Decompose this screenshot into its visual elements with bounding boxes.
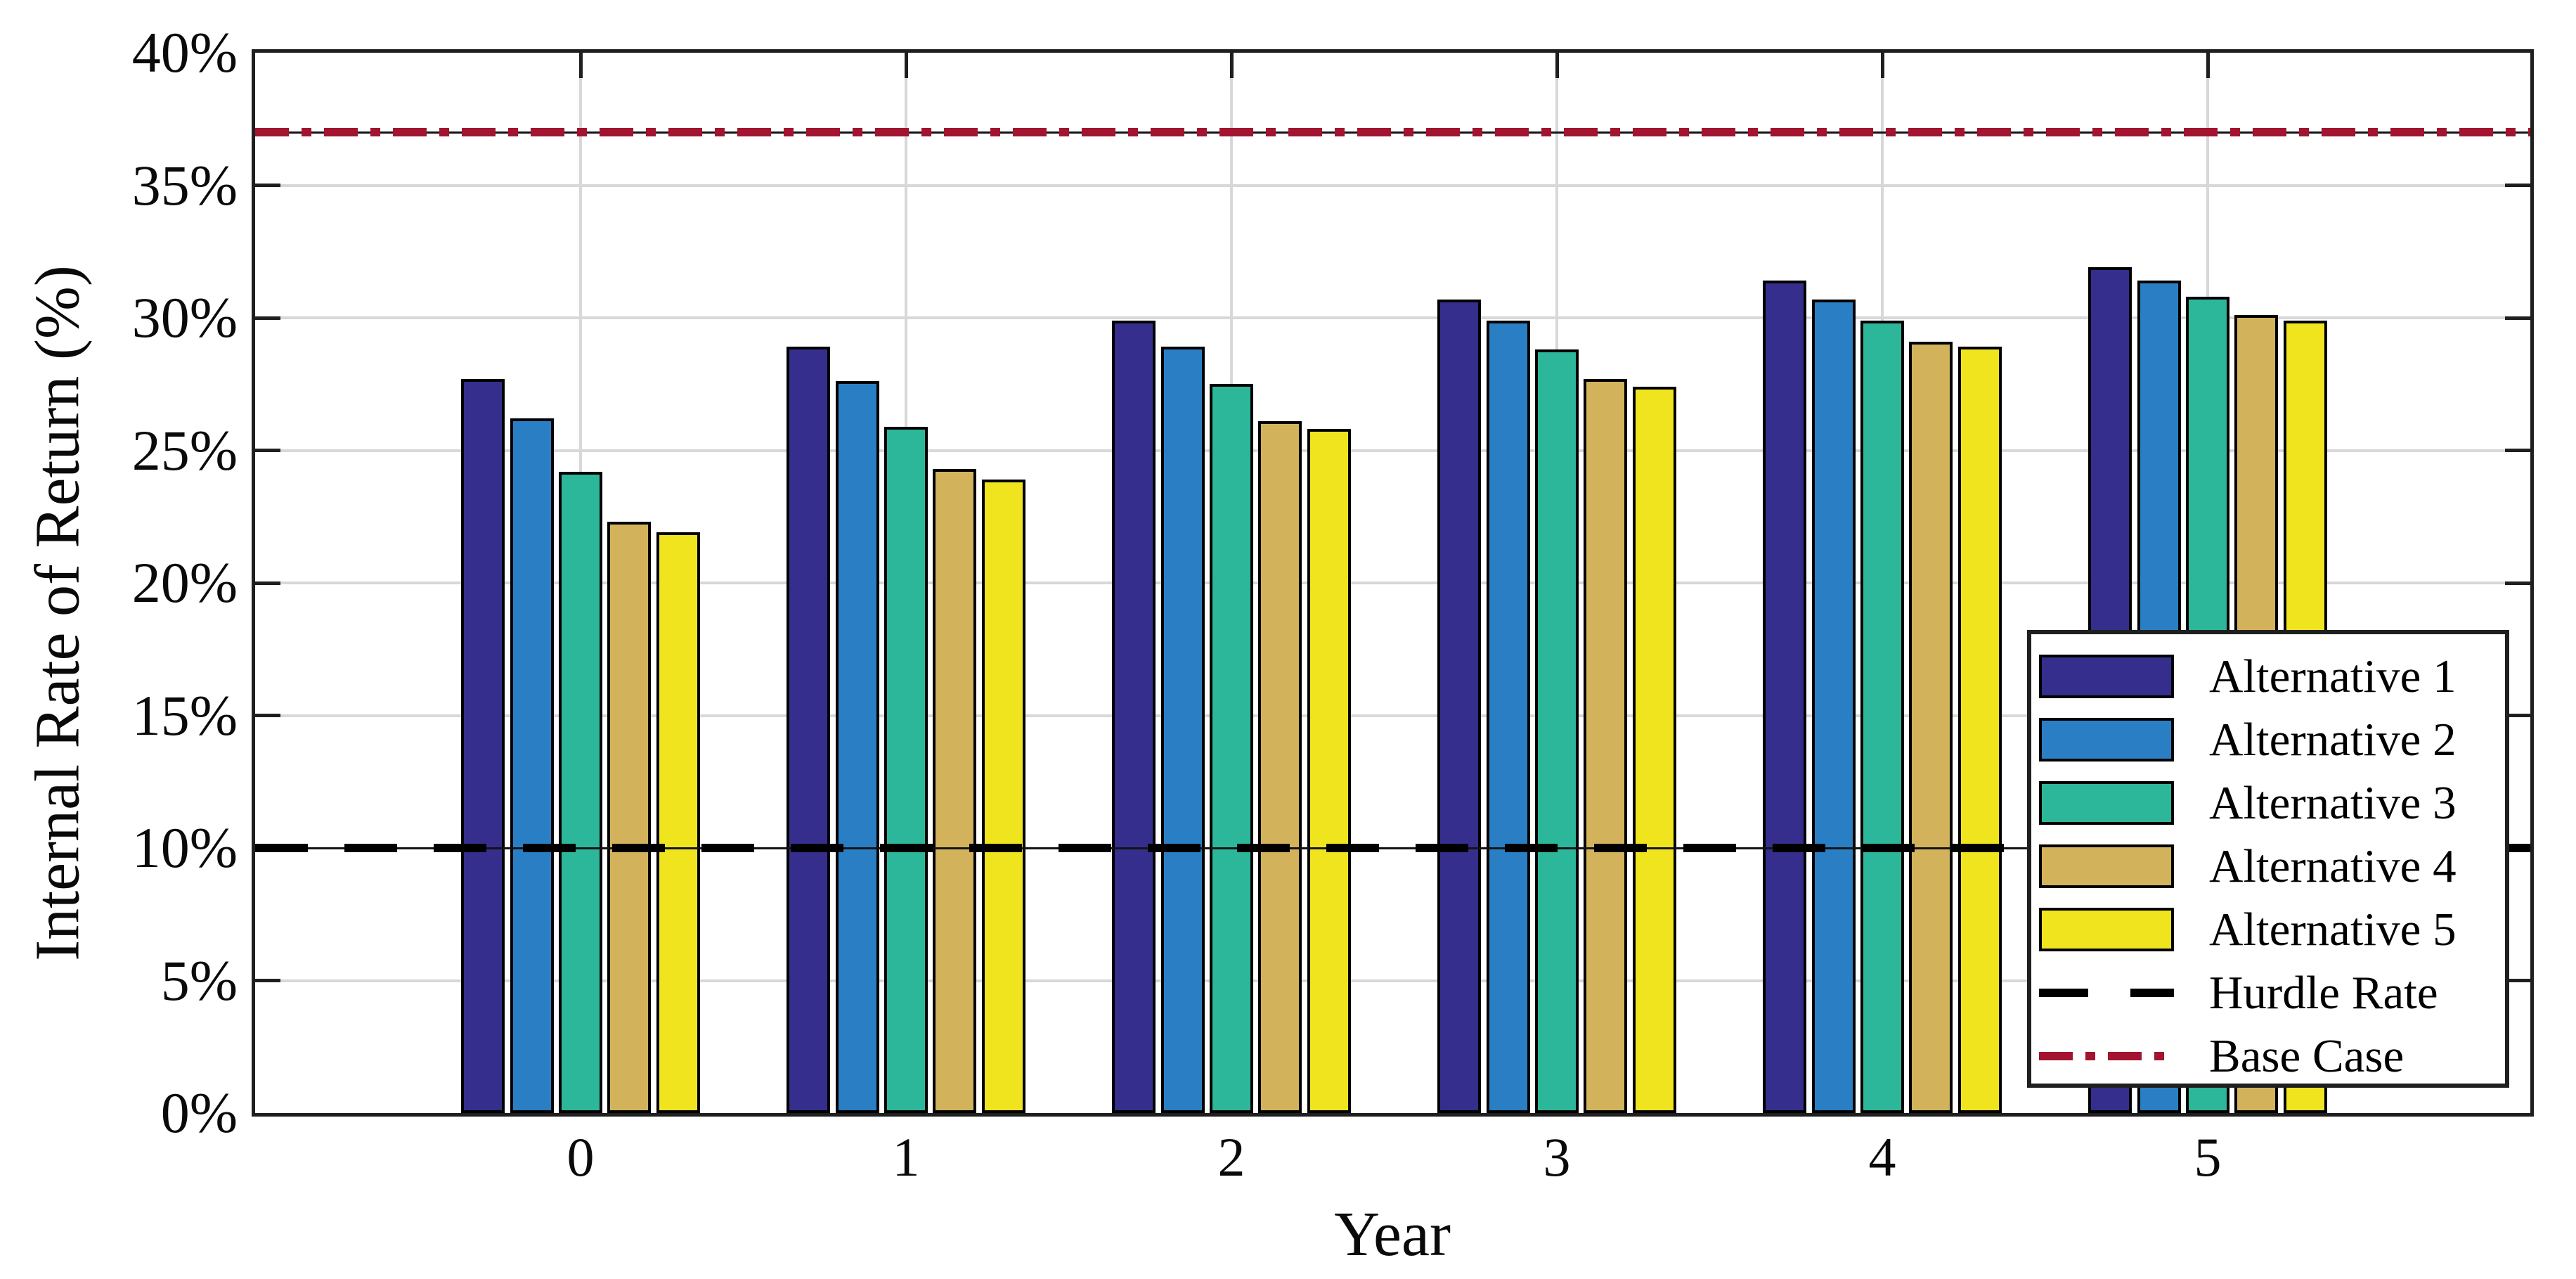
y-tick-label: 0% [160,1081,238,1145]
y-tick-label: 5% [160,948,238,1013]
horizontal-gridline [255,184,2530,187]
x-tick-mark [1555,53,1559,78]
horizontal-gridline [255,316,2530,319]
y-tick-mark [255,581,280,585]
bar-alternative-5-year-3 [1632,387,1676,1113]
legend-row: Alternative 1 [2039,645,2505,708]
legend-row: Hurdle Rate [2039,961,2505,1024]
y-tick-label: 40% [131,20,238,84]
bar-alternative-5-year-1 [981,479,1025,1113]
horizontal-gridline [255,581,2530,584]
legend-sample-alternative-3 [2039,781,2174,825]
legend-line-sample [2039,1052,2174,1060]
reference-line-dashes [255,128,2530,137]
y-tick-mark [2505,449,2530,452]
legend-label: Alternative 2 [2209,714,2457,766]
legend-sample-alternative-2 [2039,718,2174,761]
y-tick-label: 15% [131,683,238,747]
y-tick-mark [2505,714,2530,717]
y-tick-mark [255,316,280,320]
legend-sample-base-case [2039,1034,2174,1078]
x-tick-mark [904,53,908,78]
bar-alternative-1-year-0 [461,378,505,1113]
y-tick-label: 30% [131,285,238,349]
bar-alternative-3-year-0 [559,471,602,1113]
bar-alternative-4-year-3 [1584,378,1628,1113]
y-tick-mark [255,979,280,982]
y-tick-label: 35% [131,153,238,217]
legend: Alternative 1 Alternative 2 Alternative 3 A… [2027,630,2509,1088]
y-tick-label: 20% [131,551,238,615]
legend-sample-hurdle-rate [2039,971,2174,1015]
legend-label: Base Case [2209,1030,2405,1082]
y-tick-label: 25% [131,418,238,482]
x-axis-label: Year [1334,1200,1451,1269]
legend-label: Alternative 3 [2209,777,2457,829]
x-tick-label: 1 [892,1126,920,1188]
bar-alternative-5-year-2 [1307,429,1351,1113]
x-tick-label: 0 [567,1126,595,1188]
legend-row: Alternative 2 [2039,708,2505,771]
bar-alternative-4-year-1 [933,468,977,1113]
x-tick-mark [2206,53,2210,78]
bar-alternative-2-year-2 [1160,347,1205,1113]
reference-line-dashes [255,844,2530,852]
legend-line-sample [2039,989,2174,997]
bar-alternative-2-year-3 [1486,320,1530,1113]
horizontal-gridline [255,714,2530,717]
legend-label: Hurdle Rate [2209,967,2438,1019]
legend-row: Base Case [2039,1024,2505,1088]
y-tick-mark [2505,184,2530,187]
legend-row: Alternative 3 [2039,771,2505,835]
legend-sample-alternative-1 [2039,655,2174,698]
bar-alternative-5-year-0 [656,532,700,1113]
legend-swatch [2039,781,2174,825]
legend-sample-alternative-4 [2039,844,2174,888]
legend-swatch [2039,655,2174,698]
y-tick-mark [2505,581,2530,585]
x-tick-mark [578,53,583,78]
bar-alternative-4-year-2 [1258,421,1302,1113]
legend-row: Alternative 4 [2039,835,2505,898]
x-tick-mark [1229,53,1234,78]
y-tick-label: 10% [131,816,238,880]
x-tick-label: 4 [1868,1126,1896,1188]
y-tick-mark [2505,316,2530,320]
x-tick-label: 2 [1217,1126,1245,1188]
bar-alternative-1-year-2 [1112,320,1156,1113]
bar-alternative-5-year-4 [1957,347,2002,1113]
bar-alternative-3-year-2 [1210,384,1253,1113]
bar-alternative-1-year-3 [1437,299,1482,1113]
legend-swatch [2039,844,2174,888]
bar-alternative-4-year-4 [1909,341,1953,1113]
bar-alternative-3-year-1 [884,426,928,1113]
legend-label: Alternative 1 [2209,650,2457,702]
legend-label: Alternative 5 [2209,904,2457,956]
bar-alternative-3-year-4 [1860,320,1904,1113]
x-tick-mark [1880,53,1884,78]
legend-label: Alternative 4 [2209,840,2457,892]
bar-alternative-1-year-4 [1763,281,1807,1113]
bar-alternative-4-year-0 [607,522,652,1113]
legend-sample-alternative-5 [2039,908,2174,951]
bar-alternative-2-year-1 [835,381,879,1113]
horizontal-gridline [255,979,2530,982]
legend-swatch [2039,908,2174,951]
bar-alternative-3-year-3 [1535,349,1579,1113]
y-tick-mark [255,184,280,187]
y-tick-mark [255,449,280,452]
y-tick-mark [255,714,280,717]
bar-alternative-2-year-4 [1811,299,1856,1113]
legend-row: Alternative 5 [2039,898,2505,961]
x-tick-label: 5 [2194,1126,2222,1188]
bar-alternative-1-year-1 [787,347,831,1113]
legend-swatch [2039,718,2174,761]
x-tick-label: 3 [1543,1126,1571,1188]
horizontal-gridline [255,449,2530,452]
bar-alternative-2-year-0 [510,418,554,1113]
y-tick-mark [2505,979,2530,982]
